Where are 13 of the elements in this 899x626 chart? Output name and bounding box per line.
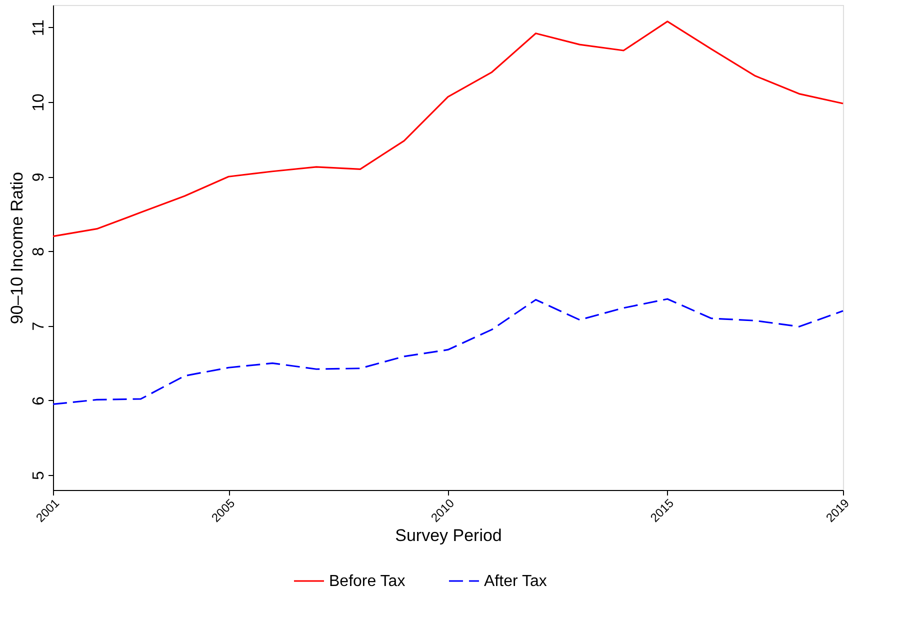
x-axis-title: Survey Period (395, 526, 502, 546)
y-tick-label: 6 (30, 396, 48, 406)
y-tick-label: 8 (30, 247, 48, 256)
legend-label: After Tax (484, 573, 547, 590)
line-series (52, 298, 844, 405)
legend-label: Before Tax (329, 573, 406, 590)
line-series (52, 20, 844, 238)
y-axis-title: 90–10 Income Ratio (8, 172, 26, 324)
y-tick-label: 5 (30, 471, 48, 480)
y-tick-label: 10 (30, 94, 48, 112)
y-tick-label: 11 (30, 19, 48, 36)
y-tick-label: 9 (30, 172, 48, 182)
y-tick-label: 7 (30, 322, 48, 331)
